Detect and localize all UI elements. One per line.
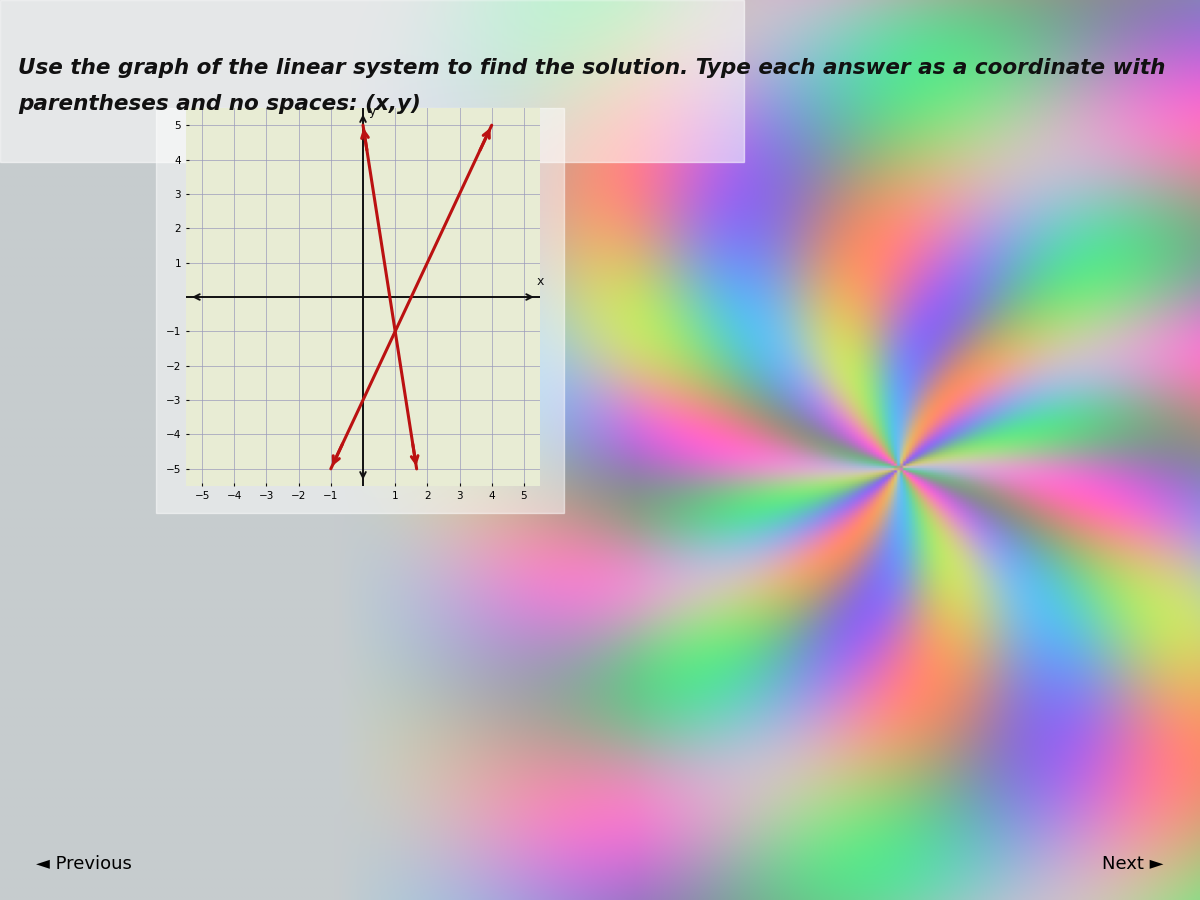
Text: y: y <box>368 105 376 118</box>
Bar <box>156 108 564 513</box>
Text: Next ►: Next ► <box>1103 855 1164 873</box>
Text: ◄ Previous: ◄ Previous <box>36 855 132 873</box>
Text: Use the graph of the linear system to find the solution. Type each answer as a c: Use the graph of the linear system to fi… <box>18 58 1165 78</box>
Bar <box>0 0 744 162</box>
Text: x: x <box>536 275 544 288</box>
Text: parentheses and no spaces: (x,y): parentheses and no spaces: (x,y) <box>18 94 421 114</box>
